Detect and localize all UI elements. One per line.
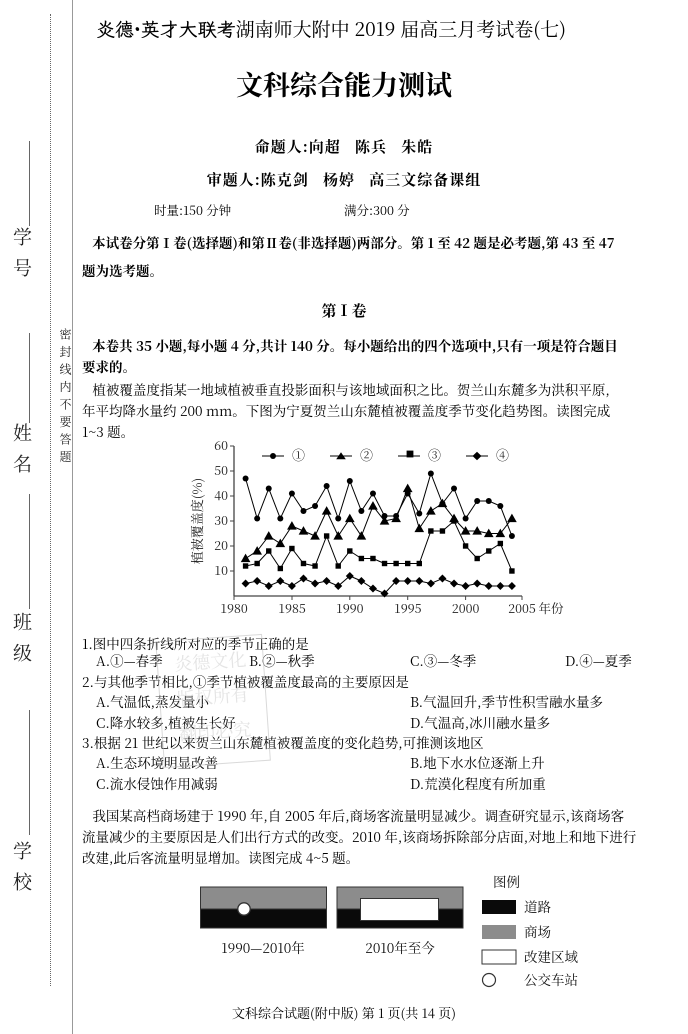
svg-text:翻印必究: 翻印必究 xyxy=(178,715,252,746)
svg-text:炎德文化: 炎德文化 xyxy=(173,646,247,677)
svg-text:版权所有: 版权所有 xyxy=(176,681,250,712)
